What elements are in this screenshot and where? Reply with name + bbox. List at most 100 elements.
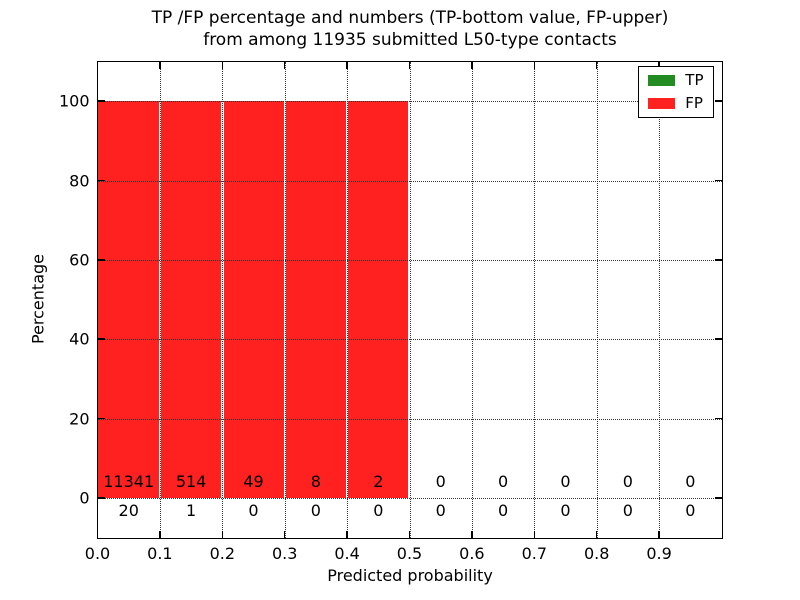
- x-tick-label: 0.5: [396, 543, 423, 563]
- x-tickmark-top: [658, 61, 660, 69]
- fp-count-label: 0: [560, 472, 571, 492]
- y-tickmark-left: [97, 338, 105, 340]
- x-tickmark-top: [96, 61, 99, 69]
- gridline-vertical: [222, 61, 224, 538]
- plot-area: TP FP 20 1 0 0 0 0 0 0 0 0 11341 514 49 8 2 0 0 0 0 0 0.0 0.1…: [59, 60, 723, 563]
- fp-count-label: 0: [435, 472, 446, 492]
- y-tick-label: 0: [79, 488, 90, 508]
- x-tick-label: 0.0: [84, 543, 111, 563]
- x-tickmark-bottom: [471, 530, 473, 538]
- gridline-vertical: [347, 61, 349, 538]
- fp-count-label: 8: [310, 472, 321, 492]
- gridline-horizontal: [97, 180, 722, 182]
- gridline-horizontal: [97, 497, 722, 499]
- y-tickmark-right: [714, 497, 722, 499]
- y-tickmark-left: [97, 179, 105, 182]
- gridline-horizontal: [97, 101, 722, 103]
- x-tickmark-bottom: [346, 530, 348, 538]
- gridline-vertical: [534, 61, 536, 538]
- tp-count-label: 0: [373, 501, 384, 521]
- x-tickmark-top: [595, 61, 598, 69]
- tp-count-label: 20: [118, 501, 139, 521]
- y-axis-label: Percentage: [28, 253, 48, 345]
- legend-item-fp: FP: [648, 93, 703, 112]
- tp-count-label: 1: [186, 501, 197, 521]
- fp-count-label: 49: [243, 472, 264, 492]
- gridline-vertical: [409, 61, 411, 538]
- x-tickmark-top: [283, 61, 286, 69]
- fp-count-label: 11341: [103, 472, 155, 492]
- gridline-horizontal: [97, 339, 722, 341]
- x-tick-label: 0.4: [334, 543, 360, 563]
- gridline-horizontal: [97, 418, 722, 420]
- fp-bar: [285, 101, 346, 498]
- x-tickmark-top: [221, 61, 224, 69]
- gridline-vertical: [596, 61, 598, 538]
- tp-count-label: 0: [310, 501, 321, 521]
- y-tickmark-left: [97, 497, 105, 499]
- x-tick-label: 0.8: [583, 543, 610, 563]
- fp-legend-label: FP: [685, 93, 703, 112]
- y-tick-label: 60: [69, 250, 90, 270]
- fp-count-label: 2: [373, 472, 384, 492]
- x-tick-label: 0.6: [459, 543, 485, 563]
- chart-title-line2: from among 11935 submitted L50-type cont…: [203, 30, 617, 50]
- x-tickmark-top: [159, 61, 161, 69]
- y-tickmark-right: [714, 417, 722, 420]
- x-tickmark-bottom: [408, 530, 411, 538]
- tp-count-label: 0: [498, 501, 509, 521]
- x-tick-label: 0.9: [646, 543, 672, 563]
- fp-count-label: 0: [622, 472, 633, 492]
- chart-title: TP /FP percentage and numbers (TP-bottom…: [98, 7, 722, 51]
- x-tickmark-bottom: [533, 530, 536, 538]
- y-tickmark-left: [97, 100, 105, 102]
- y-tick-label: 100: [58, 91, 90, 111]
- x-tickmark-bottom: [658, 530, 660, 538]
- y-tick-label: 20: [69, 409, 90, 428]
- tp-count-label: 0: [435, 501, 446, 521]
- legend-item-tp: TP: [648, 70, 704, 89]
- tp-legend-label: TP: [685, 70, 704, 89]
- tp-count-label: 0: [622, 501, 633, 521]
- y-tickmark-right: [714, 259, 722, 261]
- fp-count-label: 0: [498, 472, 509, 492]
- y-tickmark-left: [97, 259, 105, 261]
- fp-count-label: 0: [685, 472, 696, 492]
- fp-bar: [97, 101, 159, 498]
- tp-count-label: 0: [248, 501, 259, 521]
- tp-color-swatch: [648, 74, 676, 86]
- tp-count-label: 0: [685, 501, 696, 521]
- y-tickmark-right: [714, 338, 722, 340]
- gridline-vertical: [471, 61, 473, 538]
- y-tickmark-right: [714, 100, 722, 102]
- y-tickmark-left: [97, 417, 105, 420]
- x-tick-label: 0.7: [521, 543, 548, 563]
- x-tick-label: 0.2: [209, 543, 236, 563]
- x-tickmark-bottom: [96, 530, 99, 538]
- x-tickmark-top: [346, 61, 348, 69]
- gridline-vertical: [659, 61, 661, 538]
- gridline-vertical: [284, 61, 286, 538]
- fp-bar: [348, 101, 409, 498]
- x-tick-label: 0.3: [271, 543, 298, 563]
- x-tickmark-top: [408, 61, 411, 69]
- fp-color-swatch: [648, 97, 676, 109]
- x-axis-label: Predicted probability: [327, 566, 493, 585]
- legend: TP FP: [638, 65, 714, 118]
- y-tick-label: 80: [69, 171, 90, 190]
- chart-title-line1: TP /FP percentage and numbers (TP-bottom…: [151, 8, 669, 28]
- x-tickmark-bottom: [283, 530, 286, 538]
- x-tickmark-bottom: [595, 530, 598, 538]
- gridline-horizontal: [97, 259, 722, 261]
- x-tickmark-top: [471, 61, 473, 69]
- gridline-vertical: [159, 61, 161, 538]
- y-tickmark-right: [714, 179, 722, 182]
- y-tick-label: 40: [69, 329, 90, 349]
- x-tickmark-bottom: [159, 530, 161, 538]
- fp-bar: [161, 101, 222, 498]
- x-tickmark-top: [533, 61, 536, 69]
- x-tick-label: 0.1: [147, 543, 173, 563]
- x-tickmark-bottom: [221, 530, 224, 538]
- fp-bar: [223, 101, 284, 498]
